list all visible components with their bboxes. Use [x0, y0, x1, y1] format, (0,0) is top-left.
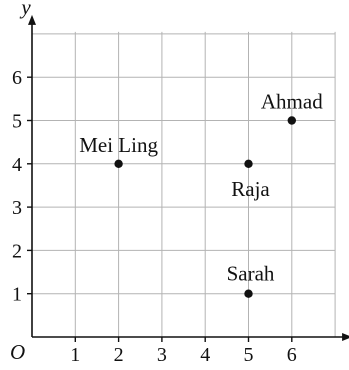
- origin-label: O: [10, 340, 25, 364]
- y-tick-label: 3: [12, 197, 22, 219]
- y-tick-label: 6: [12, 67, 22, 89]
- point-label-raja: Raja: [231, 177, 270, 201]
- y-tick-label: 1: [12, 284, 22, 306]
- point-label-ahmad: Ahmad: [261, 90, 323, 114]
- x-tick-label: 1: [70, 344, 80, 366]
- axis-ticks: [27, 76, 293, 342]
- x-tick-label: 3: [157, 344, 167, 366]
- grid-lines: [32, 31, 336, 337]
- x-tick-label: 6: [287, 344, 297, 366]
- x-tick-label: 4: [200, 344, 210, 366]
- point-raja: [244, 159, 253, 168]
- y-tick-label: 4: [12, 154, 22, 176]
- point-ahmad: [287, 116, 296, 125]
- point-label-mei-ling: Mei Ling: [79, 133, 158, 157]
- tick-labels: 1 2 3 4 5 6 1 2 3 4 5 6: [12, 67, 297, 366]
- x-axis-arrow: [342, 333, 349, 341]
- data-points: Mei Ling Raja Ahmad Sarah: [79, 90, 323, 298]
- point-sarah: [244, 289, 253, 298]
- x-tick-label: 5: [244, 344, 254, 366]
- point-label-sarah: Sarah: [227, 262, 275, 286]
- point-mei-ling: [114, 159, 123, 168]
- y-tick-label: 5: [12, 111, 22, 133]
- y-axis-label: y: [19, 0, 31, 19]
- axes: [28, 14, 349, 341]
- x-tick-label: 2: [114, 344, 124, 366]
- y-tick-label: 2: [12, 240, 22, 262]
- y-axis-arrow: [28, 14, 36, 25]
